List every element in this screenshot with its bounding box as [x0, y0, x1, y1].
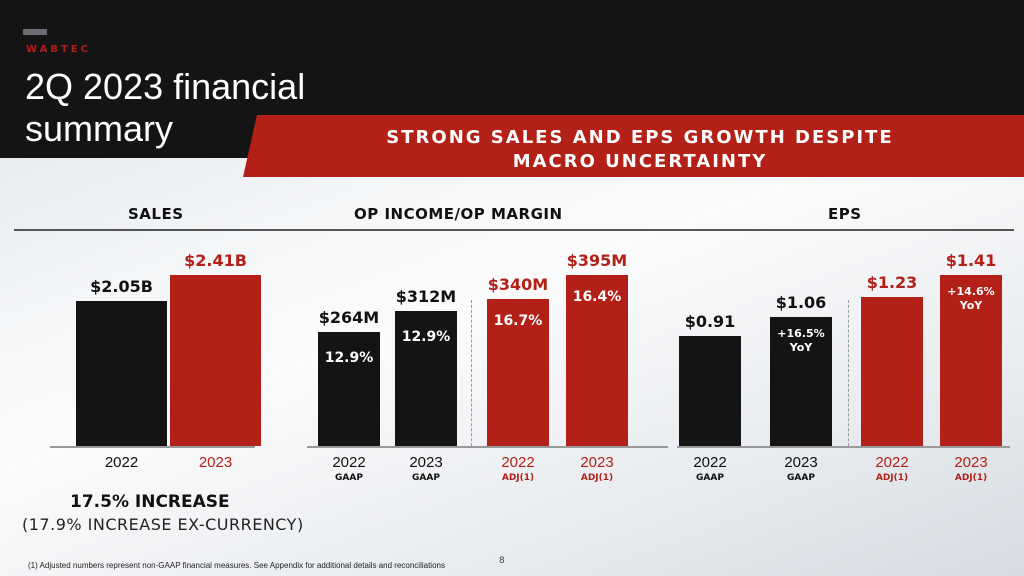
- category-label: 2022: [332, 454, 366, 471]
- margin-label: 12.9%: [401, 328, 451, 345]
- eps-title: EPS: [828, 205, 862, 223]
- category-sublabel: ADJ(1): [954, 473, 988, 483]
- value-label: $340M: [487, 274, 549, 294]
- op-baseline: [307, 446, 668, 448]
- eps-baseline: [677, 446, 1010, 448]
- value-label: $312M: [395, 286, 457, 306]
- category-sublabel: GAAP: [335, 473, 363, 483]
- brand-logo: WABTEC: [26, 44, 91, 55]
- title-line-1: 2Q 2023 financial: [25, 66, 306, 107]
- category-sublabel: ADJ(1): [875, 473, 909, 483]
- footnote: (1) Adjusted numbers represent non-GAAP …: [28, 561, 445, 570]
- category-label: 2023: [198, 454, 233, 471]
- yoy-label: +16.5% YoY: [777, 327, 825, 355]
- value-label: $1.23: [866, 272, 918, 292]
- margin-label: 12.9%: [324, 349, 374, 366]
- category-label: 2022: [693, 454, 727, 471]
- headline-text: STRONG SALES AND EPS GROWTH DESPITE MACRO…: [300, 126, 980, 174]
- accent-bar: [23, 29, 47, 35]
- bar: [487, 298, 549, 446]
- category-sublabel: ADJ(1): [580, 473, 614, 483]
- title-line-2: summary: [25, 108, 174, 149]
- category-label: 2023: [954, 454, 988, 471]
- category-sublabel: GAAP: [412, 473, 440, 483]
- bar: [940, 275, 1002, 446]
- headline-line-2: MACRO UNCERTAINTY: [512, 151, 768, 172]
- category-label: 2022: [104, 454, 139, 471]
- eps-gaap-adj-divider: [848, 300, 849, 446]
- value-label: $2.41B: [184, 251, 247, 270]
- category-label: 2022: [501, 454, 535, 471]
- bar: [566, 275, 628, 446]
- op-gaap-adj-divider: [471, 300, 472, 446]
- bar: [770, 317, 832, 446]
- headline-banner: [243, 115, 1024, 177]
- category-sublabel: GAAP: [696, 473, 724, 483]
- category-label: 2023: [580, 454, 614, 471]
- value-label: $395M: [566, 251, 628, 270]
- sales-title: SALES: [128, 205, 184, 223]
- sales-baseline: [50, 446, 255, 448]
- value-label: $1.06: [775, 293, 827, 313]
- page-number: 8: [499, 556, 505, 566]
- margin-label: 16.7%: [493, 312, 543, 329]
- margin-label: 16.4%: [572, 289, 622, 305]
- bar: [170, 275, 261, 446]
- sales-increase-ex-currency: (17.9% INCREASE EX-CURRENCY): [22, 515, 304, 534]
- value-label: $2.05B: [90, 276, 153, 296]
- category-label: 2023: [784, 454, 818, 471]
- section-rule: [14, 229, 1014, 231]
- bar: [861, 296, 923, 446]
- headline-line-1: STRONG SALES AND EPS GROWTH DESPITE: [386, 127, 894, 148]
- bar: [76, 300, 167, 446]
- op-income-title: OP INCOME/OP MARGIN: [354, 205, 563, 223]
- category-sublabel: ADJ(1): [501, 473, 535, 483]
- bar: [679, 335, 741, 446]
- value-label: $0.91: [684, 311, 736, 331]
- bar: [395, 310, 457, 446]
- category-label: 2023: [409, 454, 443, 471]
- category-sublabel: GAAP: [787, 473, 815, 483]
- value-label: $1.41: [945, 251, 997, 270]
- category-label: 2022: [875, 454, 909, 471]
- value-label: $264M: [318, 307, 380, 327]
- yoy-label: +14.6% YoY: [947, 285, 995, 312]
- sales-increase: 17.5% INCREASE: [70, 492, 230, 512]
- slide-title: 2Q 2023 financial summary: [25, 66, 305, 150]
- bar: [318, 331, 380, 446]
